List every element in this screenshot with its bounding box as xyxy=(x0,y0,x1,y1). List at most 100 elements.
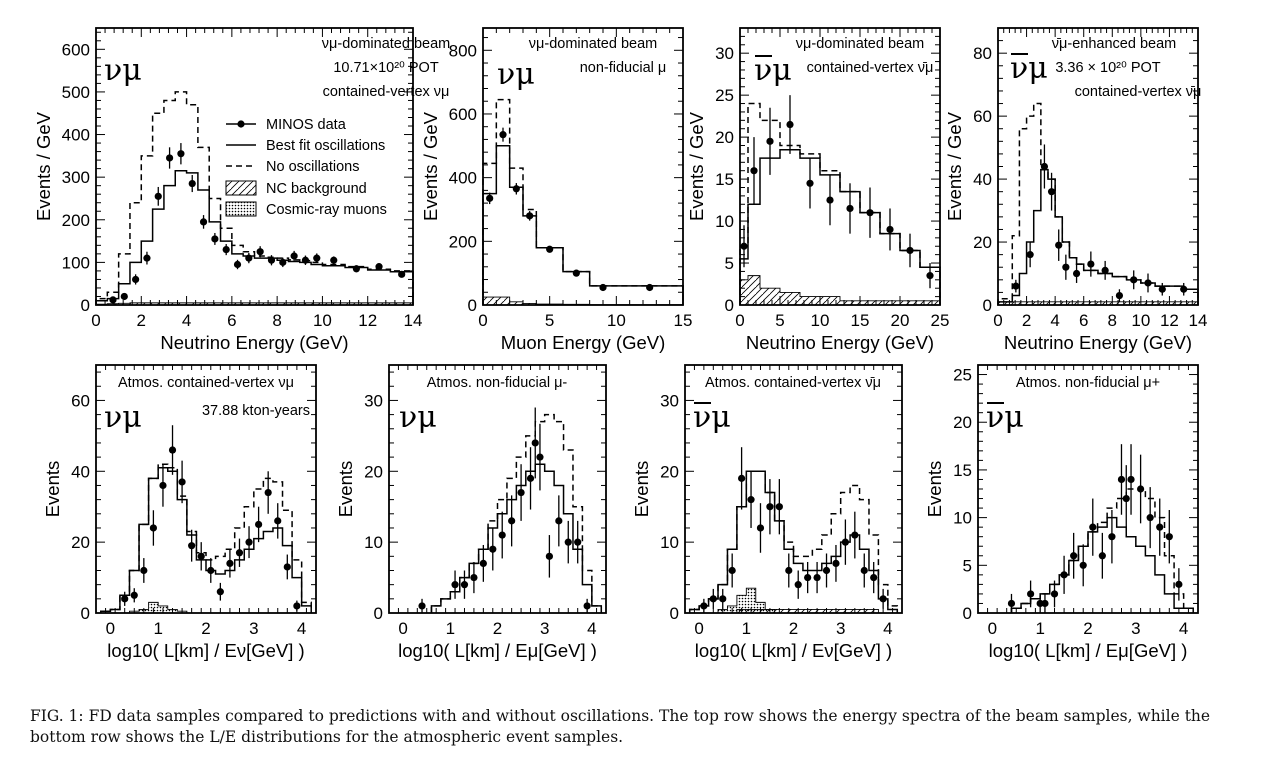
x-tick-label: 1 xyxy=(1035,619,1044,638)
x-tick-label: 8 xyxy=(1108,311,1117,330)
data-point xyxy=(264,488,272,497)
chart-panel-4: 0 2 4 6 8 10 12 14 0 20 40 60 80 Neutrino Energy (GeV… xyxy=(944,27,1208,353)
y-tick-label: 0 xyxy=(963,604,972,623)
data-point xyxy=(1089,523,1097,531)
data-point xyxy=(841,538,849,546)
panel-annotation: Atmos. non-fiducial μ+ xyxy=(1016,375,1160,391)
legend-label: NC background xyxy=(266,181,367,197)
data-point xyxy=(794,581,802,589)
data-point xyxy=(140,566,148,575)
y-tick-label: 15 xyxy=(715,170,734,189)
data-point xyxy=(177,150,185,158)
neutrino-symbol: νμ xyxy=(1010,51,1048,86)
x-tick-label: 20 xyxy=(891,311,910,330)
data-point xyxy=(233,260,242,269)
data-point xyxy=(1047,188,1056,196)
y-tick-label: 600 xyxy=(449,105,477,124)
data-point xyxy=(546,245,554,253)
data-point xyxy=(1137,485,1145,493)
data-point xyxy=(168,446,177,454)
data-point xyxy=(846,204,854,213)
data-point xyxy=(121,595,129,603)
x-tick-label: 0 xyxy=(988,619,997,638)
data-point xyxy=(526,212,534,220)
x-tick-label: 3 xyxy=(540,619,549,638)
data-point xyxy=(216,588,224,596)
y-tick-label: 60 xyxy=(973,107,992,126)
x-tick-label: 4 xyxy=(297,619,306,638)
chart-panel-6: 0 1 2 3 4 0 10 20 30 log10( L[km] / Eμ[GeV] ) Even… xyxy=(335,364,607,661)
data-point xyxy=(879,595,887,603)
data-point xyxy=(479,559,487,568)
x-tick-label: 4 xyxy=(883,619,892,638)
data-point xyxy=(1055,241,1063,249)
best-fit-histogram-5 xyxy=(100,466,312,613)
data-point xyxy=(599,283,607,292)
y-tick-label: 25 xyxy=(715,86,734,105)
x-axis-label: Muon Energy (GeV) xyxy=(501,332,666,353)
panel-annotation: 10.71×10²⁰ POT xyxy=(333,60,439,76)
x-tick-label: 12 xyxy=(358,311,377,330)
y-tick-label: 25 xyxy=(953,366,972,385)
x-tick-label: 1 xyxy=(742,619,751,638)
data-point xyxy=(109,296,117,304)
data-point xyxy=(486,194,494,202)
y-tick-label: 0 xyxy=(983,296,992,315)
x-tick-label: 10 xyxy=(607,311,626,330)
data-point xyxy=(1165,533,1173,541)
data-point xyxy=(926,272,934,280)
y-tick-label: 0 xyxy=(81,296,90,315)
data-point xyxy=(188,542,196,550)
data-point xyxy=(1007,599,1016,608)
data-point xyxy=(267,256,276,264)
x-tick-label: 2 xyxy=(789,619,798,638)
data-point xyxy=(574,538,582,546)
y-tick-label: 0 xyxy=(670,604,679,623)
data-point xyxy=(583,602,591,610)
legend-cosmic-swatch xyxy=(225,201,257,217)
data-point xyxy=(199,218,208,226)
y-tick-label: 15 xyxy=(953,461,972,480)
y-tick-label: 100 xyxy=(62,253,90,272)
x-tick-label: 4 xyxy=(1179,619,1188,638)
x-tick-label: 5 xyxy=(545,311,554,330)
y-tick-label: 600 xyxy=(62,40,90,59)
neutrino-symbol: νμ xyxy=(986,400,1024,435)
data-point xyxy=(738,474,746,482)
plot-frame xyxy=(95,364,317,614)
panel-annotation: Atmos. non-fiducial μ- xyxy=(427,375,568,391)
panel-annotation: 3.36 × 10²⁰ POT xyxy=(1055,60,1160,76)
x-tick-label: 6 xyxy=(1079,311,1088,330)
data-point xyxy=(197,552,205,560)
data-point xyxy=(851,531,859,539)
panel-annotation: νμ-dominated beam xyxy=(529,36,657,52)
data-point xyxy=(832,559,840,568)
best-fit-histogram-4 xyxy=(997,168,1199,305)
series-hatched-2 xyxy=(482,296,684,306)
data-point xyxy=(766,137,774,145)
plot-frame xyxy=(388,364,607,614)
legend-data-marker xyxy=(237,120,245,128)
data-point xyxy=(1072,269,1081,278)
data-point xyxy=(766,503,774,511)
data-point xyxy=(747,496,755,504)
x-tick-label: 3 xyxy=(836,619,845,638)
panel-annotation: non-fiducial μ xyxy=(580,60,667,76)
x-axis-label: Neutrino Energy (GeV) xyxy=(160,332,348,353)
x-axis-label: Neutrino Energy (GeV) xyxy=(1004,332,1192,353)
panel-annotation: νμ-dominated beam xyxy=(796,36,924,52)
data-point xyxy=(222,246,230,254)
no-oscillation-histogram-3 xyxy=(739,102,941,305)
chart-panel-8: 0 1 2 3 4 0 5 10 15 20 25 log10( L[km] / Eμ[GeV] ) E… xyxy=(924,364,1199,661)
data-point xyxy=(301,256,310,264)
y-tick-label: 10 xyxy=(953,509,972,528)
x-tick-label: 0 xyxy=(106,619,115,638)
data-point xyxy=(1070,552,1078,560)
legend-label: Best fit oscillations xyxy=(266,138,385,154)
data-point xyxy=(1041,599,1049,608)
y-tick-label: 10 xyxy=(715,212,734,231)
data-point xyxy=(499,131,507,139)
data-point xyxy=(545,552,553,560)
x-tick-label: 14 xyxy=(1189,311,1208,330)
